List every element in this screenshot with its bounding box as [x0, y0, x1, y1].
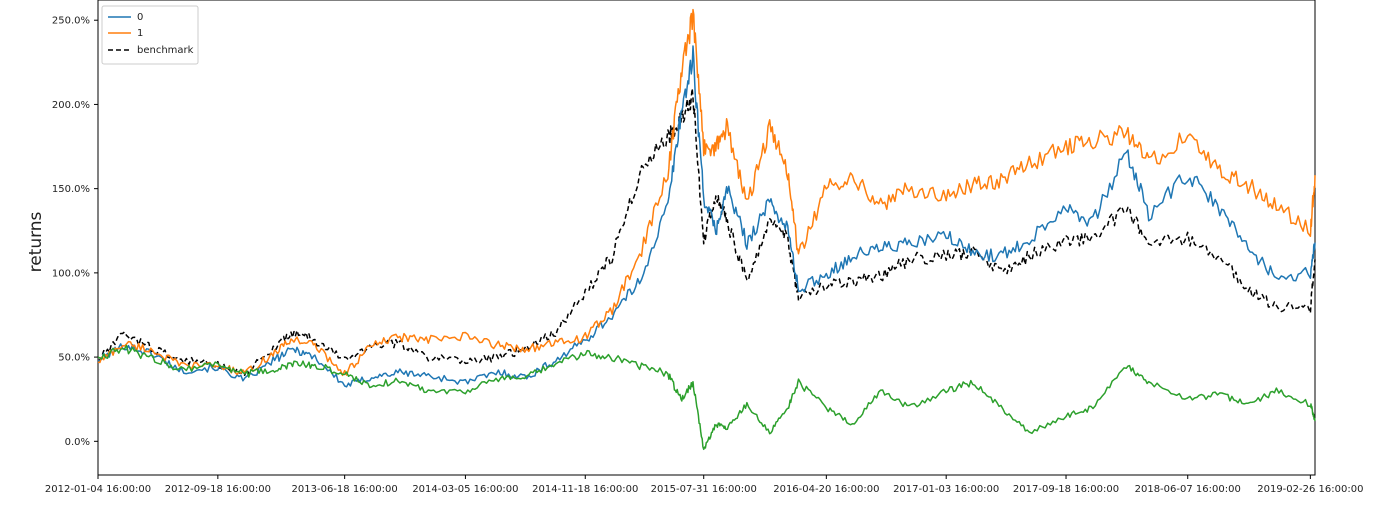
x-tick-label: 2013-06-18 16:00:00 — [292, 484, 398, 495]
series-lines — [97, 8, 1316, 451]
series-line-1 — [97, 8, 1316, 377]
y-tick-label: 100.0% — [52, 268, 90, 279]
x-tick-label: 2014-11-18 16:00:00 — [532, 484, 638, 495]
x-tick-label: 2014-03-05 16:00:00 — [412, 484, 518, 495]
x-tick-label: 2016-04-20 16:00:00 — [773, 484, 879, 495]
y-tick-label: 200.0% — [52, 100, 90, 111]
y-tick-label: 250.0% — [52, 16, 90, 27]
series-line-benchmark — [97, 87, 1316, 377]
x-tick-label: 2017-09-18 16:00:00 — [1013, 484, 1119, 495]
series-line-0 — [97, 45, 1316, 388]
x-tick-label: 2012-09-18 16:00:00 — [165, 484, 271, 495]
legend-label-benchmark: benchmark — [137, 45, 194, 56]
x-tick-label: 2019-02-26 16:00:00 — [1257, 484, 1363, 495]
y-tick-label: 0.0% — [65, 437, 90, 448]
x-axis-ticks: 2012-01-04 16:00:00 2012-09-18 16:00:00 20… — [45, 475, 1363, 495]
plot-area — [97, 0, 1316, 476]
series-line-series-2 — [97, 344, 1316, 451]
x-tick-label: 2018-06-07 16:00:00 — [1135, 484, 1241, 495]
y-axis-label: returns — [26, 211, 46, 272]
y-tick-label: 150.0% — [52, 184, 90, 195]
x-tick-label: 2015-07-31 16:00:00 — [651, 484, 757, 495]
legend-label-1: 1 — [137, 28, 143, 39]
y-tick-label: 50.0% — [58, 353, 90, 364]
y-axis-ticks: 0.0% 50.0% 100.0% 150.0% 200.0% 250.0% — [52, 16, 98, 448]
x-tick-label: 2012-01-04 16:00:00 — [45, 484, 151, 495]
legend: 0 1 benchmark — [101, 5, 199, 65]
legend-label-0: 0 — [137, 12, 143, 23]
x-tick-label: 2017-01-03 16:00:00 — [893, 484, 999, 495]
